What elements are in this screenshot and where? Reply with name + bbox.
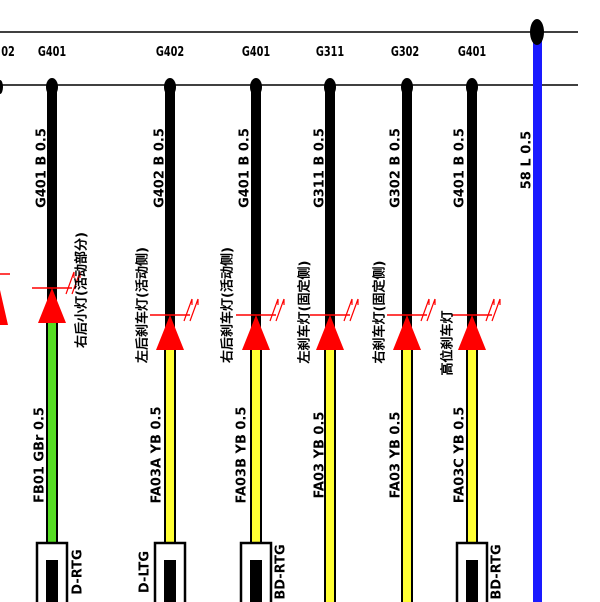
bus-label: G302 (391, 44, 419, 60)
lamp-label: 右后小灯(活动部分) (74, 232, 90, 349)
light-arrows (485, 298, 501, 322)
upper-wire-label: G401 B 0.5 (238, 128, 253, 208)
upper-wire-label: G311 B 0.5 (313, 128, 328, 208)
lamp-symbol (0, 290, 8, 325)
connector-pin (164, 560, 176, 602)
upper-wire-label: G401 B 0.5 (35, 128, 50, 208)
lower-wire-label: FA03C YB 0.5 (453, 407, 468, 503)
lamp-symbol (242, 315, 270, 350)
bus-label: G401 (242, 44, 270, 60)
lamp-label: 右刹车灯(固定侧) (372, 261, 388, 365)
lower-wire-label: FA03B YB 0.5 (235, 407, 250, 504)
lamp-symbol (38, 288, 66, 323)
lower-wire (166, 345, 174, 602)
lower-wire (48, 318, 56, 602)
lower-wire (468, 345, 476, 602)
bus-label: G401 (458, 44, 486, 60)
connector-label: D-RTG (71, 549, 86, 594)
connector-label: BD-RTG (274, 544, 289, 599)
connector-pin (46, 560, 58, 602)
lamp-label: 高位刹车灯 (440, 310, 456, 375)
upper-wire-label: G402 B 0.5 (153, 128, 168, 208)
light-arrows (420, 298, 436, 322)
bus-label: G401 (38, 44, 66, 60)
lower-wire (326, 345, 334, 602)
lower-wire-label: FA03A YB 0.5 (150, 406, 165, 503)
lower-wire-label: FA03 YB 0.5 (389, 412, 404, 499)
lower-wire-label: FB01 GBr 0.5 (33, 407, 48, 503)
lamp-symbol (393, 315, 421, 350)
upper-wire-label: G401 B 0.5 (453, 128, 468, 208)
upper-wire-label: 58 L 0.5 (520, 131, 535, 189)
connector-label: D-LTG (138, 551, 153, 593)
junction-dot (0, 80, 3, 94)
junction-dot (466, 78, 478, 96)
junction-dot (250, 78, 262, 96)
lamp-symbol (458, 315, 486, 350)
upper-wire (325, 85, 335, 350)
upper-wire-label: G302 B 0.5 (389, 128, 404, 208)
lamp-label: 左刹车灯(固定侧) (297, 261, 313, 364)
lower-wire (403, 345, 411, 602)
bus-label: G402 (156, 44, 184, 60)
lamp-symbol (316, 315, 344, 350)
lamp-label: 左后刹车灯(活动侧) (135, 247, 151, 363)
junction-dot (46, 78, 58, 96)
lamp-label: 右后刹车灯(活动侧) (220, 247, 236, 364)
light-arrows (269, 298, 285, 322)
connector-label: BD-RTG (490, 544, 505, 599)
junction-dot (164, 78, 176, 96)
bus-label: G311 (316, 44, 344, 60)
upper-wire (251, 85, 261, 350)
upper-wire (165, 85, 175, 350)
light-arrows (343, 298, 359, 322)
blue-wire (533, 32, 542, 602)
junction-dot (324, 78, 336, 96)
connector-pin (466, 560, 478, 602)
lower-wire (252, 345, 260, 602)
connector-pin (250, 560, 262, 602)
bus-label: 02 (1, 44, 15, 60)
light-arrows (183, 298, 199, 322)
light-arrows (65, 271, 81, 295)
upper-wire (467, 85, 477, 350)
upper-wire (47, 85, 57, 323)
upper-wire (402, 85, 412, 350)
lamp-symbol (156, 315, 184, 350)
lower-wire-label: FA03 YB 0.5 (313, 412, 328, 499)
junction-dot (530, 19, 544, 45)
junction-dot (401, 78, 413, 96)
